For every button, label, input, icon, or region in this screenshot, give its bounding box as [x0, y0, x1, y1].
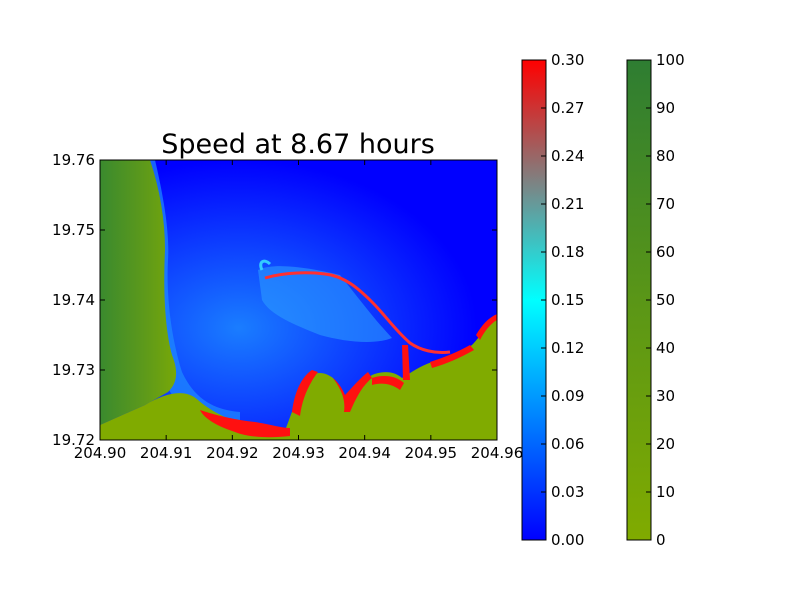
x-tick-label: 204.90 — [74, 444, 127, 462]
x-tick-label: 204.91 — [140, 444, 193, 462]
breakwater-line — [264, 271, 451, 354]
shore-speed-patch — [430, 345, 474, 368]
x-tick-label: 204.94 — [338, 444, 391, 462]
breakwater-tip — [259, 259, 272, 271]
shore-speed-patch — [476, 314, 497, 340]
colorbar-tick-label: 10 — [656, 483, 675, 501]
y-tick-label: 19.76 — [52, 151, 95, 169]
shore-speed-patch — [402, 345, 410, 380]
colorbar-tick-label: 70 — [656, 195, 675, 213]
shore-speed-patch — [333, 372, 372, 412]
colorbar-tick-label: 20 — [656, 435, 675, 453]
x-tick-label: 204.96 — [471, 444, 524, 462]
colorbar-tick-label: 0.27 — [551, 99, 584, 117]
x-tick-label: 204.93 — [272, 444, 325, 462]
colorbar-tick-label: 100 — [656, 51, 685, 69]
land-west — [100, 160, 177, 425]
x-tick-label: 204.92 — [206, 444, 259, 462]
speed-map — [100, 160, 497, 440]
shore-speed-patch — [200, 410, 290, 438]
topography-colorbar-ticks: 0 10 20 30 40 50 60 70 80 90 100 — [646, 51, 685, 549]
colorbar-tick-label: 0 — [656, 531, 666, 549]
colorbar-tick-label: 30 — [656, 387, 675, 405]
y-tick-label: 19.72 — [52, 431, 95, 449]
x-axis: 204.90 204.91 204.92 204.93 204.94 204.95 204.… — [74, 160, 524, 462]
colorbar-tick-label: 80 — [656, 147, 675, 165]
colorbar-tick-label: 40 — [656, 339, 675, 357]
colorbar-tick-label: 0.09 — [551, 387, 584, 405]
y-axis: 19.72 19.73 19.74 19.75 19.76 — [52, 151, 497, 449]
colorbar-tick-label: 0.18 — [551, 243, 584, 261]
speed-colorbar-ticks: 0.00 0.03 0.06 0.09 0.12 0.15 0.18 0.21 0.24 0.27… — [541, 51, 584, 549]
colorbar-tick-label: 0.24 — [551, 147, 584, 165]
shore-speed-patch — [292, 370, 318, 416]
colorbar-tick-label: 0.21 — [551, 195, 584, 213]
y-tick-label: 19.75 — [52, 221, 95, 239]
colorbar-tick-label: 60 — [656, 243, 675, 261]
y-tick-label: 19.74 — [52, 291, 95, 309]
x-tick-label: 204.95 — [405, 444, 458, 462]
land-south — [100, 315, 497, 440]
colorbar-tick-label: 0.00 — [551, 531, 584, 549]
colorbar-tick-label: 0.03 — [551, 483, 584, 501]
chart-title: Speed at 8.67 hours — [161, 129, 435, 160]
colorbar-tick-label: 0.30 — [551, 51, 584, 69]
colorbar-tick-label: 0.15 — [551, 291, 584, 309]
colorbar-tick-label: 50 — [656, 291, 675, 309]
colorbar-tick-label: 90 — [656, 99, 675, 117]
shore-speed-patch — [372, 375, 404, 390]
colorbar-tick-label: 0.12 — [551, 339, 584, 357]
y-tick-label: 19.73 — [52, 361, 95, 379]
colorbar-tick-label: 0.06 — [551, 435, 584, 453]
reef-flow — [258, 266, 392, 342]
